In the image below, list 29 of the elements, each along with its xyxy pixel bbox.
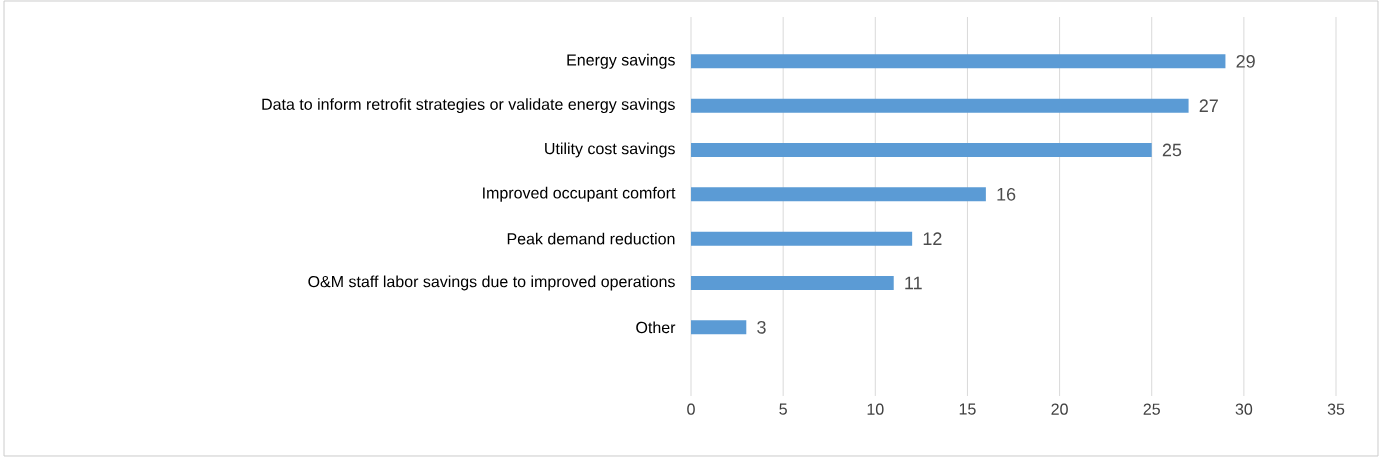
data-label: 25 [1162, 143, 1182, 157]
x-tick-label: 15 [959, 403, 976, 415]
x-tick-label: 25 [1143, 403, 1160, 415]
bar [691, 275, 894, 290]
data-label: 29 [1236, 54, 1255, 68]
y-tick-label: Data to inform retrofit strategies or validate energy savings [262, 98, 675, 114]
x-tick-label: 20 [1051, 403, 1068, 415]
y-tick-label: Utility cost savings [545, 142, 675, 158]
y-tick-label: O&M staff labor savings due to improved operations [308, 275, 675, 291]
data-label: 11 [905, 276, 922, 290]
bar [691, 231, 913, 246]
data-label: 27 [1199, 99, 1218, 112]
y-tick-label: Peak demand reduction [507, 232, 675, 245]
x-tick-label: 35 [1327, 403, 1345, 415]
y-tick-label: Improved occupant comfort [483, 186, 676, 202]
bar [691, 187, 986, 202]
data-label: 16 [997, 187, 1016, 201]
bar [691, 98, 1189, 113]
x-tick-label: 30 [1235, 403, 1253, 415]
bar [691, 54, 1226, 69]
x-tick-label: 0 [687, 403, 695, 415]
bar [691, 142, 1152, 157]
y-tick-label: Energy savings [567, 53, 675, 69]
x-tick-label: 10 [867, 403, 884, 415]
x-tick-label: 5 [779, 403, 787, 415]
bar [691, 320, 747, 335]
y-tick-label: Other [636, 321, 676, 334]
data-label: 3 [757, 320, 766, 334]
data-label: 12 [923, 232, 942, 245]
